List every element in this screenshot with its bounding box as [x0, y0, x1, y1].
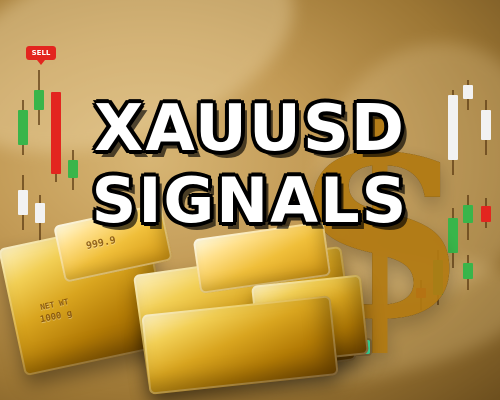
- candlestick: [481, 100, 491, 155]
- candlestick: [448, 208, 458, 268]
- price-tag-text: SELL: [31, 49, 51, 57]
- candlestick: [35, 195, 45, 255]
- candlestick: [51, 92, 61, 182]
- candlestick: [463, 255, 473, 290]
- candlestick: [463, 195, 473, 240]
- candlestick: [463, 80, 473, 110]
- candlestick: [481, 198, 491, 228]
- candlestick: [433, 250, 443, 305]
- candlestick: [448, 90, 458, 175]
- price-tag: SELL: [26, 46, 56, 60]
- candlestick: [68, 150, 78, 190]
- candlestick: [416, 280, 426, 310]
- candlestick: [34, 70, 44, 125]
- headline-line-2: SIGNALS: [91, 164, 409, 237]
- headline-line-1: XAUUSD: [93, 92, 407, 166]
- candlestick: [18, 100, 28, 155]
- candlestick: [18, 175, 28, 230]
